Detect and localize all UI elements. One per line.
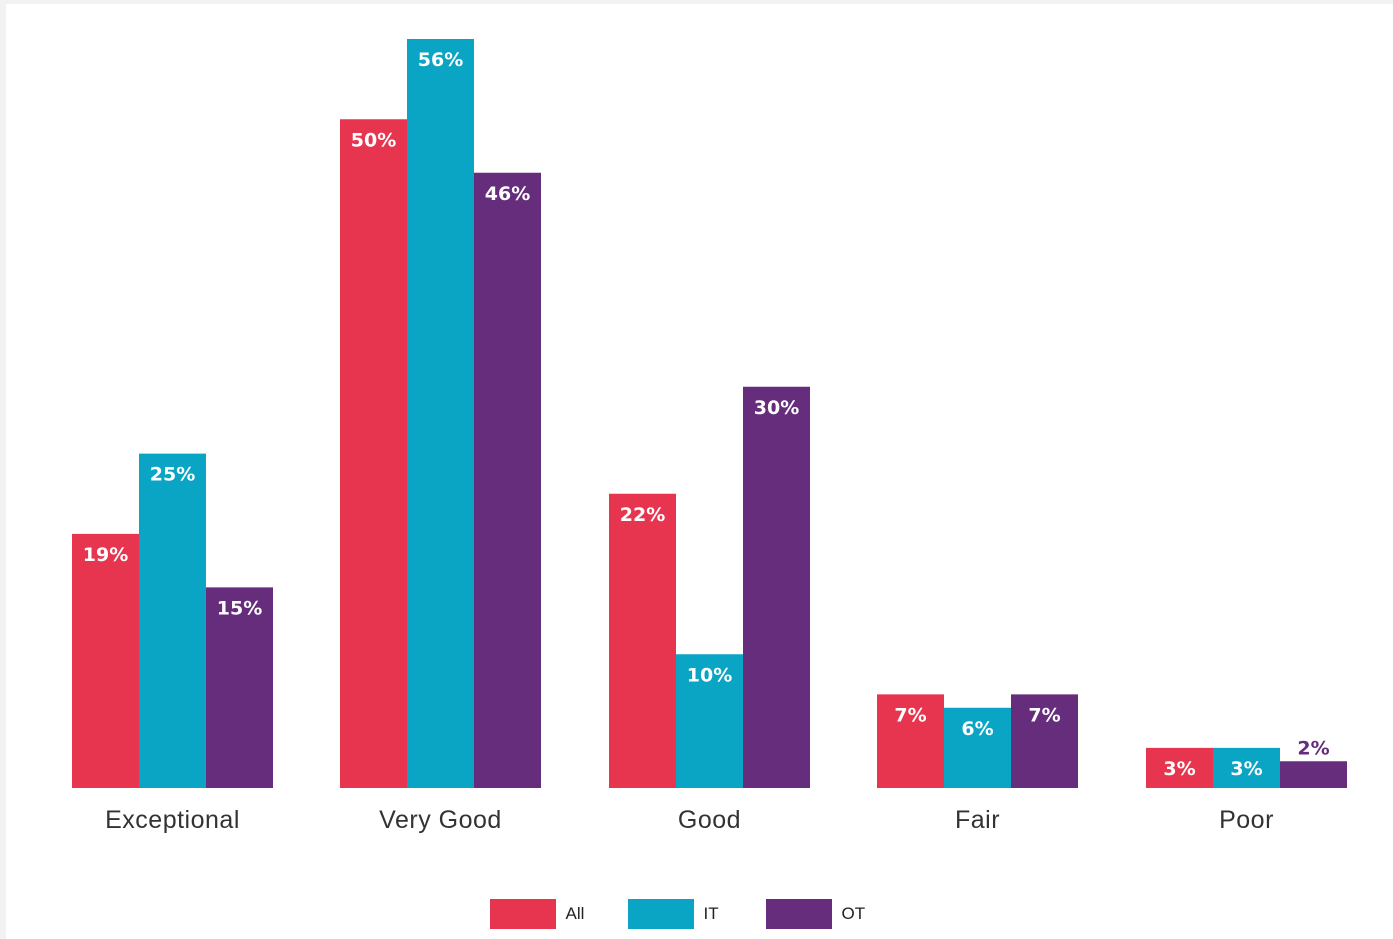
bar-ot-exceptional xyxy=(206,587,273,788)
bar-it-very-good xyxy=(407,39,474,788)
bar-all-poor xyxy=(1146,747,1213,788)
data-label: 7% xyxy=(1028,704,1060,726)
data-label: 22% xyxy=(620,504,665,526)
legend-label: IT xyxy=(703,904,719,923)
category-label: Good xyxy=(678,806,741,834)
bar-it-good xyxy=(676,654,743,788)
legend: All IT OT xyxy=(0,897,1393,931)
bar-ot-good xyxy=(743,386,810,788)
bar-all-fair xyxy=(877,694,944,788)
bar-it-exceptional xyxy=(139,453,206,788)
data-label: 6% xyxy=(961,718,993,740)
legend-item-it: IT xyxy=(627,899,744,929)
data-label: 19% xyxy=(83,544,128,566)
legend-label: All xyxy=(565,904,585,923)
bar-chart: 19% 25% 15% Exceptional 50% 56% 46% Very Good 22… xyxy=(72,39,1347,834)
data-label: 30% xyxy=(754,397,799,419)
data-label: 2% xyxy=(1297,737,1329,759)
data-label: 25% xyxy=(150,464,195,486)
bar-all-very-good xyxy=(340,119,407,788)
bar-ot-fair xyxy=(1011,694,1078,788)
data-label: 7% xyxy=(894,704,926,726)
bar-it-fair xyxy=(944,707,1011,788)
legend-item-all: All xyxy=(489,899,606,929)
data-label: 3% xyxy=(1230,758,1262,780)
legend-item-ot: OT xyxy=(765,899,882,929)
data-label: 3% xyxy=(1163,758,1195,780)
legend-swatch xyxy=(765,899,832,929)
category-label: Exceptional xyxy=(105,806,240,834)
bar-all-good xyxy=(609,493,676,788)
data-label: 50% xyxy=(351,129,396,151)
data-label: 46% xyxy=(485,183,530,205)
bar-it-poor xyxy=(1213,747,1280,788)
bar-ot-poor xyxy=(1280,761,1347,788)
category-label: Poor xyxy=(1219,806,1274,834)
legend-label: OT xyxy=(841,904,866,923)
data-label: 10% xyxy=(687,664,732,686)
bar-all-exceptional xyxy=(72,533,139,788)
legend-swatch xyxy=(627,899,694,929)
bar-ot-very-good xyxy=(474,172,541,788)
data-label: 15% xyxy=(217,597,262,619)
category-label: Very Good xyxy=(379,806,502,834)
category-label: Fair xyxy=(955,806,1000,834)
legend-swatch xyxy=(489,899,556,929)
data-label: 56% xyxy=(418,49,463,71)
